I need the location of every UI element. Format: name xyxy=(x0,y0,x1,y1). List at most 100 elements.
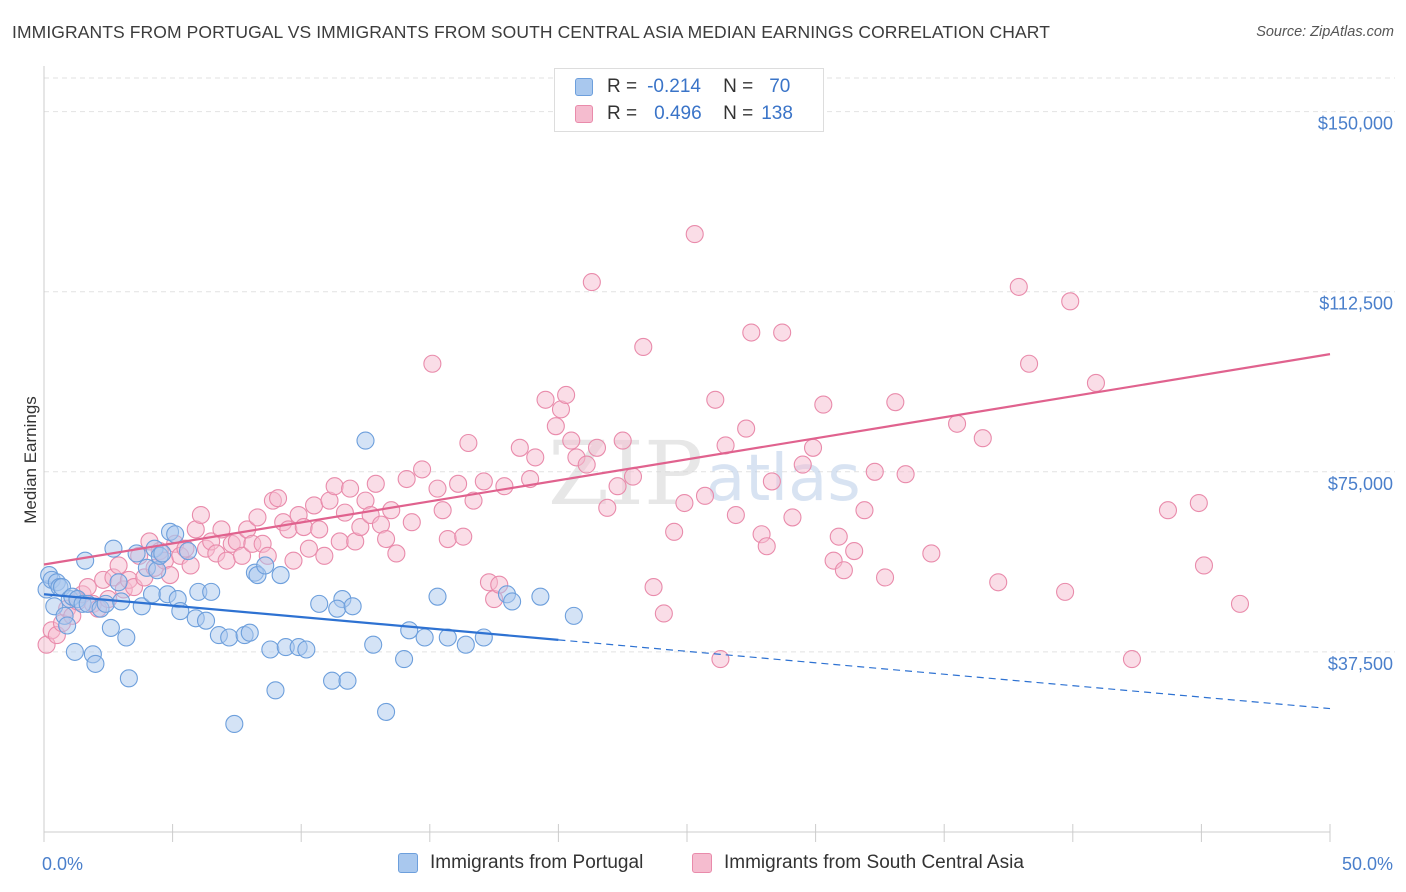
point-south-central-asia xyxy=(217,551,236,570)
trend-line-south-central-asia xyxy=(43,353,1331,566)
point-south-central-asia xyxy=(757,537,776,556)
point-south-central-asia xyxy=(557,385,576,405)
point-south-central-asia xyxy=(855,501,874,520)
legend-swatch-portugal xyxy=(575,78,593,96)
point-south-central-asia xyxy=(428,479,447,498)
y-tick-label: $150,000 xyxy=(1318,114,1393,134)
bottom-legend-label-portugal: Immigrants from Portugal xyxy=(430,852,644,873)
point-south-central-asia xyxy=(685,225,704,244)
point-south-central-asia xyxy=(623,467,643,486)
point-portugal xyxy=(220,628,239,647)
point-south-central-asia xyxy=(1086,373,1105,393)
point-south-central-asia xyxy=(675,493,694,513)
point-south-central-asia xyxy=(829,527,848,546)
point-south-central-asia xyxy=(608,477,627,496)
point-portugal xyxy=(225,714,244,733)
point-south-central-asia xyxy=(382,501,401,520)
grid-lines xyxy=(44,77,1395,653)
series-portugal xyxy=(37,431,583,733)
point-south-central-asia xyxy=(644,578,663,597)
point-south-central-asia xyxy=(1061,292,1080,311)
point-south-central-asia xyxy=(377,529,396,549)
source-credit: Source: ZipAtlas.com xyxy=(1256,24,1394,40)
trend-line-portugal xyxy=(43,593,559,641)
point-portugal xyxy=(338,671,357,690)
point-south-central-asia xyxy=(335,503,354,522)
point-portugal xyxy=(364,635,383,654)
point-south-central-asia xyxy=(269,489,288,508)
point-portugal xyxy=(323,671,342,690)
point-portugal xyxy=(256,556,275,575)
point-south-central-asia xyxy=(330,532,349,551)
bottom-legend-portugal: Immigrants from Portugal xyxy=(398,852,643,874)
point-south-central-asia xyxy=(834,561,853,580)
bottom-legend-swatch-portugal xyxy=(398,853,418,873)
point-south-central-asia xyxy=(1122,650,1142,669)
point-portugal xyxy=(76,551,95,570)
legend-n-value: 70 xyxy=(769,76,791,97)
point-south-central-asia xyxy=(587,438,607,457)
point-south-central-asia xyxy=(845,542,864,561)
point-south-central-asia xyxy=(948,414,967,433)
point-south-central-asia xyxy=(634,337,653,356)
point-south-central-asia xyxy=(1189,493,1208,513)
chart-title: IMMIGRANTS FROM PORTUGAL VS IMMIGRANTS F… xyxy=(12,22,1050,42)
x-tick-label: 50.0% xyxy=(1342,854,1393,874)
legend-row-portugal: R = -0.214 N = 70 xyxy=(575,74,790,100)
point-south-central-asia xyxy=(706,390,725,409)
point-south-central-asia xyxy=(793,455,812,474)
point-south-central-asia xyxy=(1230,594,1250,613)
point-portugal xyxy=(86,654,105,673)
point-portugal xyxy=(261,640,280,659)
point-south-central-asia xyxy=(742,323,761,342)
point-south-central-asia xyxy=(989,573,1008,592)
point-portugal xyxy=(153,544,172,563)
point-south-central-asia xyxy=(438,529,457,549)
point-south-central-asia xyxy=(665,522,684,541)
point-south-central-asia xyxy=(582,273,601,292)
point-portugal xyxy=(564,606,583,625)
point-south-central-asia xyxy=(973,429,992,448)
point-portugal xyxy=(65,642,84,661)
point-portugal xyxy=(271,566,290,585)
point-portugal xyxy=(310,594,329,613)
point-south-central-asia xyxy=(695,486,715,505)
legend-r-value: 0.496 xyxy=(654,103,702,124)
point-south-central-asia xyxy=(510,438,529,457)
point-south-central-asia xyxy=(232,546,252,565)
point-portugal xyxy=(202,582,221,601)
point-south-central-asia xyxy=(449,474,468,493)
legend-r-value: -0.214 xyxy=(647,76,701,97)
point-portugal xyxy=(166,525,185,544)
point-portugal xyxy=(119,669,138,688)
point-south-central-asia xyxy=(536,390,555,409)
point-south-central-asia xyxy=(803,438,823,457)
y-tick-label: $75,000 xyxy=(1328,474,1393,494)
correlation-legend: R = -0.214 N = 70 R = 0.496 N = 138 xyxy=(554,68,824,132)
point-south-central-asia xyxy=(1056,582,1075,601)
point-portugal xyxy=(266,681,285,700)
bottom-legend-swatch-south-central-asia xyxy=(692,853,712,873)
y-tick-labels: $37,500 $75,000 $112,500 $150,000 xyxy=(1318,114,1393,674)
legend-r-label: R = xyxy=(607,76,638,97)
point-south-central-asia xyxy=(711,650,730,669)
point-south-central-asia xyxy=(562,431,581,450)
point-south-central-asia xyxy=(305,496,324,515)
point-south-central-asia xyxy=(366,474,385,493)
point-south-central-asia xyxy=(454,527,473,546)
point-south-central-asia xyxy=(773,323,792,342)
point-south-central-asia xyxy=(464,491,483,510)
point-south-central-asia xyxy=(726,505,745,525)
y-tick-label: $37,500 xyxy=(1328,654,1393,674)
point-south-central-asia xyxy=(191,505,210,525)
point-south-central-asia xyxy=(248,508,267,527)
x-tick-labels: 0.0% 50.0% xyxy=(42,854,1393,874)
point-south-central-asia xyxy=(886,393,905,412)
point-portugal xyxy=(415,628,434,647)
point-south-central-asia xyxy=(284,551,303,570)
point-south-central-asia xyxy=(526,448,545,467)
point-portugal xyxy=(343,597,362,616)
point-portugal xyxy=(428,587,447,606)
legend-n-label: N = xyxy=(723,76,754,97)
